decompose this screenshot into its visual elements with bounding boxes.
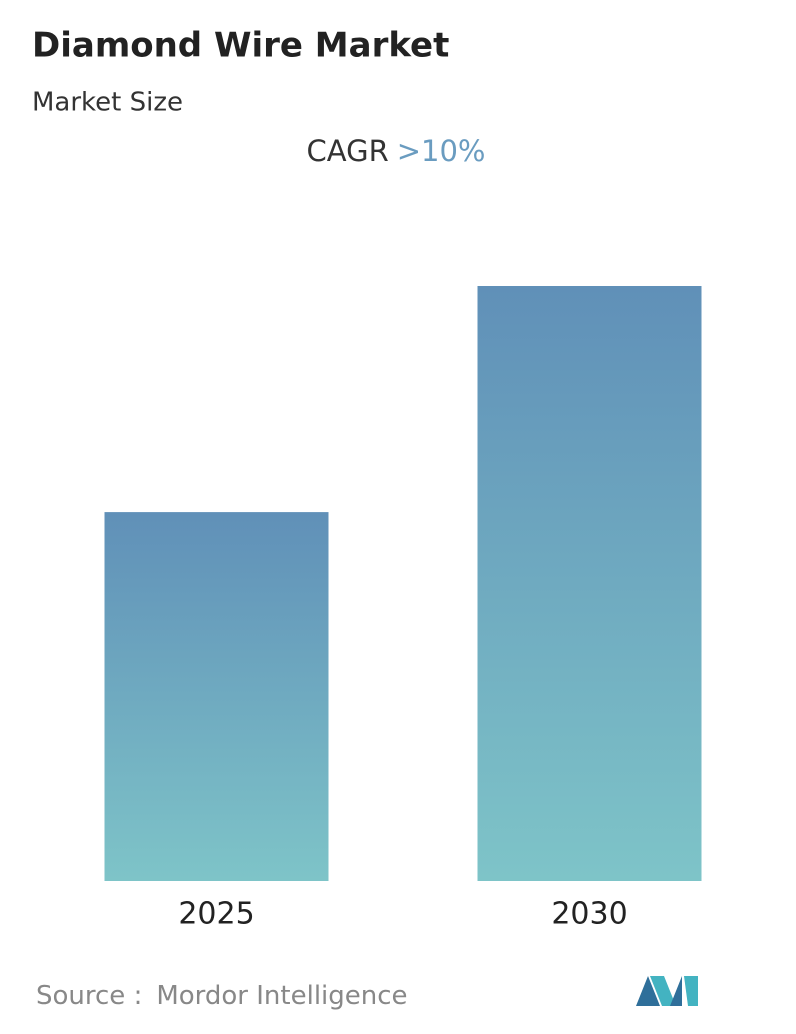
cagr: CAGR >10% [307,134,486,168]
source-label: Source : [36,981,142,1011]
logo-shape [636,976,660,1006]
x-tick-label: 2025 [178,897,254,932]
cagr-value: >10% [397,134,486,168]
source-name: Mordor Intelligence [156,981,407,1011]
bar [104,512,329,881]
chart-title: Diamond Wire Market [32,26,449,66]
logo-shape [650,976,676,1006]
logo-shape [684,976,698,1006]
x-tick-label: 2030 [551,897,627,932]
chart-subtitle: Market Size [32,88,183,118]
cagr-label: CAGR [307,134,389,168]
logo-shape [670,976,682,1006]
bar [477,286,702,881]
source: Source : Mordor Intelligence [36,981,408,1011]
logo [636,976,698,1006]
